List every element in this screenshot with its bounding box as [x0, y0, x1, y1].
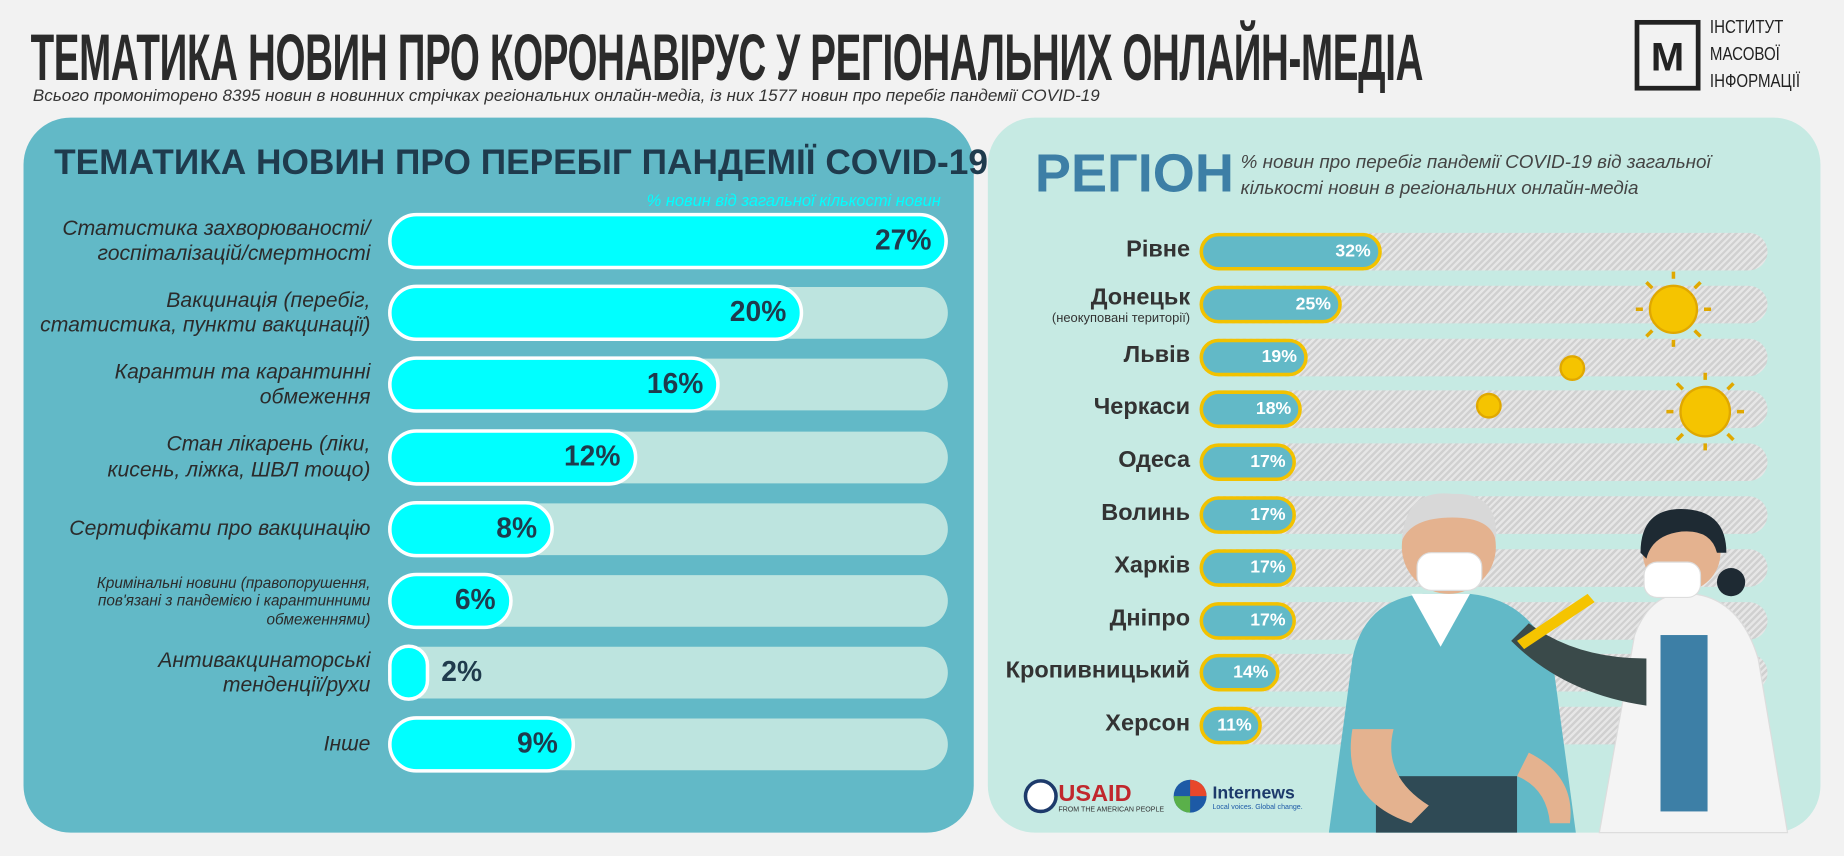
value-label: 6%: [454, 584, 496, 617]
sponsor-tagline: FROM THE AMERICAN PEOPLE: [1058, 806, 1165, 814]
value-label: 11%: [1217, 715, 1252, 736]
sponsor-logo: Internews: [1212, 783, 1295, 804]
category-label: Херсон: [1105, 710, 1191, 737]
category-label: Кримінальні новини (правопорушення, пов'…: [96, 573, 371, 628]
axis-label: % новин від загальної кількості новин: [646, 190, 941, 210]
value-label: 32%: [1335, 241, 1371, 262]
value-label: 25%: [1295, 293, 1331, 314]
bar: [388, 356, 720, 414]
bar: [388, 284, 803, 342]
usaid-seal: [1023, 779, 1058, 814]
category-label: Антивакцинаторські тенденції/рухи: [158, 647, 371, 697]
internews-mark: [1173, 779, 1207, 813]
category-label: Дніпро: [1109, 605, 1191, 632]
logo-mark: М: [1650, 35, 1685, 80]
nurse: [1511, 508, 1789, 834]
value-label: 14%: [1233, 662, 1269, 683]
page-title: ТЕМАТИКА НОВИН ПРО КОРОНАВІРУС У РЕГІОНА…: [30, 19, 1424, 95]
category-label: Стан лікарень (ліки, кисень, ліжка, ШВЛ …: [107, 431, 371, 481]
logo-text: МАСОВОЇ: [1709, 44, 1780, 65]
category-label: Харків: [1114, 552, 1191, 579]
bar: [1199, 232, 1382, 271]
sponsor-logo: USAID: [1058, 780, 1132, 807]
bar: [1199, 496, 1297, 534]
value-label: 17%: [1250, 504, 1286, 525]
value-label: 2%: [441, 656, 483, 689]
bar: [1199, 601, 1297, 640]
bar: [388, 572, 513, 630]
value-label: 17%: [1250, 451, 1286, 472]
category-note: (неокуповані території): [1051, 311, 1191, 326]
bar: [1199, 654, 1280, 692]
bar: [388, 716, 575, 774]
value-label: 16%: [646, 368, 704, 401]
virus-spikes: [1635, 271, 1745, 451]
logo-text: ІНСТИТУТ: [1709, 17, 1784, 38]
bar: [1199, 285, 1342, 324]
value-label: 27%: [874, 224, 932, 257]
chart-title: ТЕМАТИКА НОВИН ПРО ПЕРЕБІГ ПАНДЕМІЇ COVI…: [54, 143, 989, 183]
value-label: 19%: [1261, 346, 1297, 367]
bar: [388, 428, 637, 486]
bar: [388, 500, 554, 558]
bar: [1199, 338, 1308, 376]
category-label: Волинь: [1101, 499, 1191, 526]
value-label: 12%: [563, 440, 621, 473]
bar: [388, 212, 948, 270]
logo-text: ІНФОРМАЦІЇ: [1709, 71, 1801, 92]
category-label: Карантин та карантинні обмеження: [114, 359, 371, 409]
value-label: 20%: [729, 296, 787, 329]
category-label: Рівне: [1126, 236, 1191, 263]
value-label: 17%: [1250, 557, 1286, 578]
chart-subtitle: % новин про перебіг пандемії COVID-19 ві…: [1240, 152, 1711, 199]
category-label: Вакцинація (перебіг, статистика, пункти …: [40, 287, 371, 337]
page-subtitle: Всього промоніторено 8395 новин в новинн…: [32, 87, 1100, 106]
category-label: Донецьк: [1090, 284, 1191, 311]
category-label: Черкаси: [1093, 394, 1191, 421]
bar-track: [388, 647, 948, 699]
value-label: 18%: [1255, 399, 1292, 420]
category-label: Одеса: [1118, 447, 1191, 473]
bar: [1199, 706, 1262, 745]
sponsor-tagline: Local voices. Global change.: [1212, 804, 1303, 812]
bar: [388, 644, 430, 702]
category-label: Сертифікати про вакцинацію: [69, 516, 371, 540]
bar: [1199, 548, 1297, 587]
bar: [1199, 443, 1297, 482]
category-label: Кропивницький: [1005, 657, 1191, 684]
virus: [1475, 284, 1732, 438]
category-label: Інше: [323, 731, 371, 756]
category-label: Львів: [1123, 341, 1191, 368]
value-label: 9%: [517, 728, 558, 761]
value-label: 8%: [496, 512, 538, 545]
logo-frame: [1634, 19, 1701, 91]
chart-title: РЕГІОН: [1034, 142, 1234, 204]
category-label: Статистика захворюваності/ госпіталізаці…: [62, 215, 371, 265]
patient: [1328, 493, 1576, 833]
bar: [1199, 390, 1302, 429]
value-label: 17%: [1250, 609, 1286, 630]
